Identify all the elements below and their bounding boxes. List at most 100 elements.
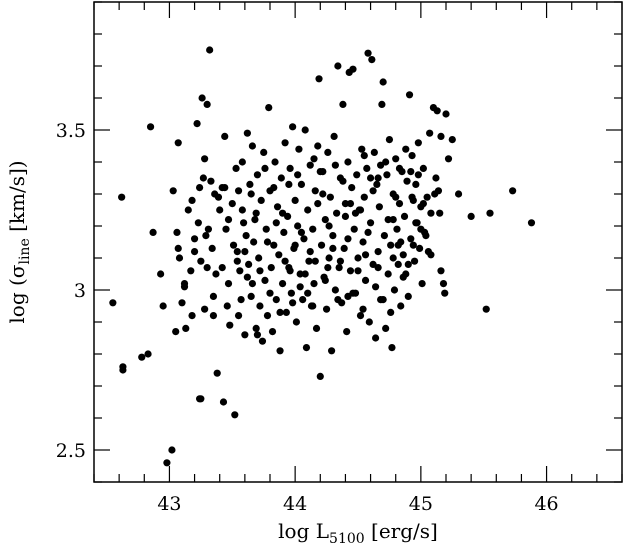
data-point xyxy=(339,100,347,108)
data-point xyxy=(258,337,267,345)
data-point xyxy=(393,225,401,233)
data-point xyxy=(201,305,209,313)
data-point xyxy=(454,190,463,198)
y-tick-label: 3.5 xyxy=(56,120,86,142)
data-point xyxy=(297,228,306,236)
data-point xyxy=(285,180,293,188)
data-point xyxy=(317,241,326,249)
data-point xyxy=(437,132,445,140)
data-point xyxy=(341,200,350,208)
data-point xyxy=(203,100,211,108)
data-point xyxy=(261,164,269,172)
data-point xyxy=(384,216,392,224)
data-point xyxy=(201,155,209,163)
data-point xyxy=(286,267,294,275)
data-point xyxy=(276,308,284,316)
data-point xyxy=(392,193,400,201)
data-point xyxy=(234,187,243,195)
data-point xyxy=(256,267,264,275)
data-point xyxy=(253,331,262,339)
data-point xyxy=(173,228,181,236)
data-point xyxy=(118,193,126,201)
data-point xyxy=(246,180,254,188)
data-point xyxy=(389,254,397,262)
data-point xyxy=(278,280,287,288)
data-point xyxy=(325,222,333,230)
data-point xyxy=(412,219,420,227)
data-point xyxy=(224,280,233,288)
data-point xyxy=(409,241,417,249)
data-point xyxy=(218,264,226,272)
data-point xyxy=(334,62,342,70)
data-point xyxy=(349,65,357,73)
data-point xyxy=(276,347,284,355)
data-point xyxy=(341,212,350,220)
data-point xyxy=(306,161,314,169)
data-point xyxy=(374,174,382,182)
data-point xyxy=(397,302,405,310)
x-tick-label: 45 xyxy=(409,493,433,515)
x-tick-label: 44 xyxy=(283,493,307,515)
data-point xyxy=(190,235,199,243)
data-point xyxy=(366,174,375,182)
data-point xyxy=(188,196,196,204)
data-point xyxy=(414,171,422,179)
data-point xyxy=(229,241,238,249)
data-point xyxy=(360,152,368,160)
data-point xyxy=(270,241,278,249)
data-point xyxy=(193,120,201,128)
data-point xyxy=(304,289,312,297)
data-point xyxy=(144,350,152,358)
data-point xyxy=(265,104,273,112)
data-point xyxy=(404,292,412,300)
data-point xyxy=(378,100,386,108)
data-point xyxy=(149,228,157,236)
data-point xyxy=(324,148,332,156)
data-point xyxy=(280,228,288,236)
data-point xyxy=(206,46,214,54)
data-point xyxy=(287,289,295,297)
data-point xyxy=(414,139,422,147)
data-point xyxy=(336,257,344,265)
data-point xyxy=(234,312,243,320)
data-point xyxy=(448,136,456,144)
data-point xyxy=(187,267,195,275)
data-point xyxy=(373,180,381,188)
data-point xyxy=(431,190,439,198)
data-point xyxy=(190,248,199,256)
data-point xyxy=(311,257,319,265)
data-point xyxy=(350,225,358,233)
data-point xyxy=(252,324,260,332)
data-point xyxy=(312,324,321,332)
data-point xyxy=(331,286,339,294)
data-point xyxy=(361,251,370,259)
data-point xyxy=(319,190,327,198)
data-point xyxy=(219,398,228,406)
data-point xyxy=(368,56,376,64)
data-point xyxy=(253,171,262,179)
data-point xyxy=(358,145,366,153)
data-point xyxy=(257,196,265,204)
data-point xyxy=(348,184,356,192)
data-point xyxy=(418,280,426,288)
data-point xyxy=(282,308,290,316)
data-point xyxy=(419,200,427,208)
data-point xyxy=(379,296,387,304)
data-point xyxy=(277,174,285,182)
data-point xyxy=(146,123,155,131)
data-point xyxy=(344,292,352,300)
data-point xyxy=(263,312,272,320)
data-point xyxy=(334,296,342,304)
data-point xyxy=(301,270,309,278)
data-point xyxy=(384,270,392,278)
axis-ticks xyxy=(93,1,623,483)
data-point xyxy=(240,219,248,227)
data-point xyxy=(364,49,372,57)
data-point xyxy=(374,248,382,256)
data-point xyxy=(157,270,165,278)
data-point xyxy=(222,225,230,233)
data-point xyxy=(296,283,304,291)
data-point xyxy=(213,369,221,377)
data-point xyxy=(263,238,272,246)
y-axis-label-main: log (σ xyxy=(5,264,29,323)
